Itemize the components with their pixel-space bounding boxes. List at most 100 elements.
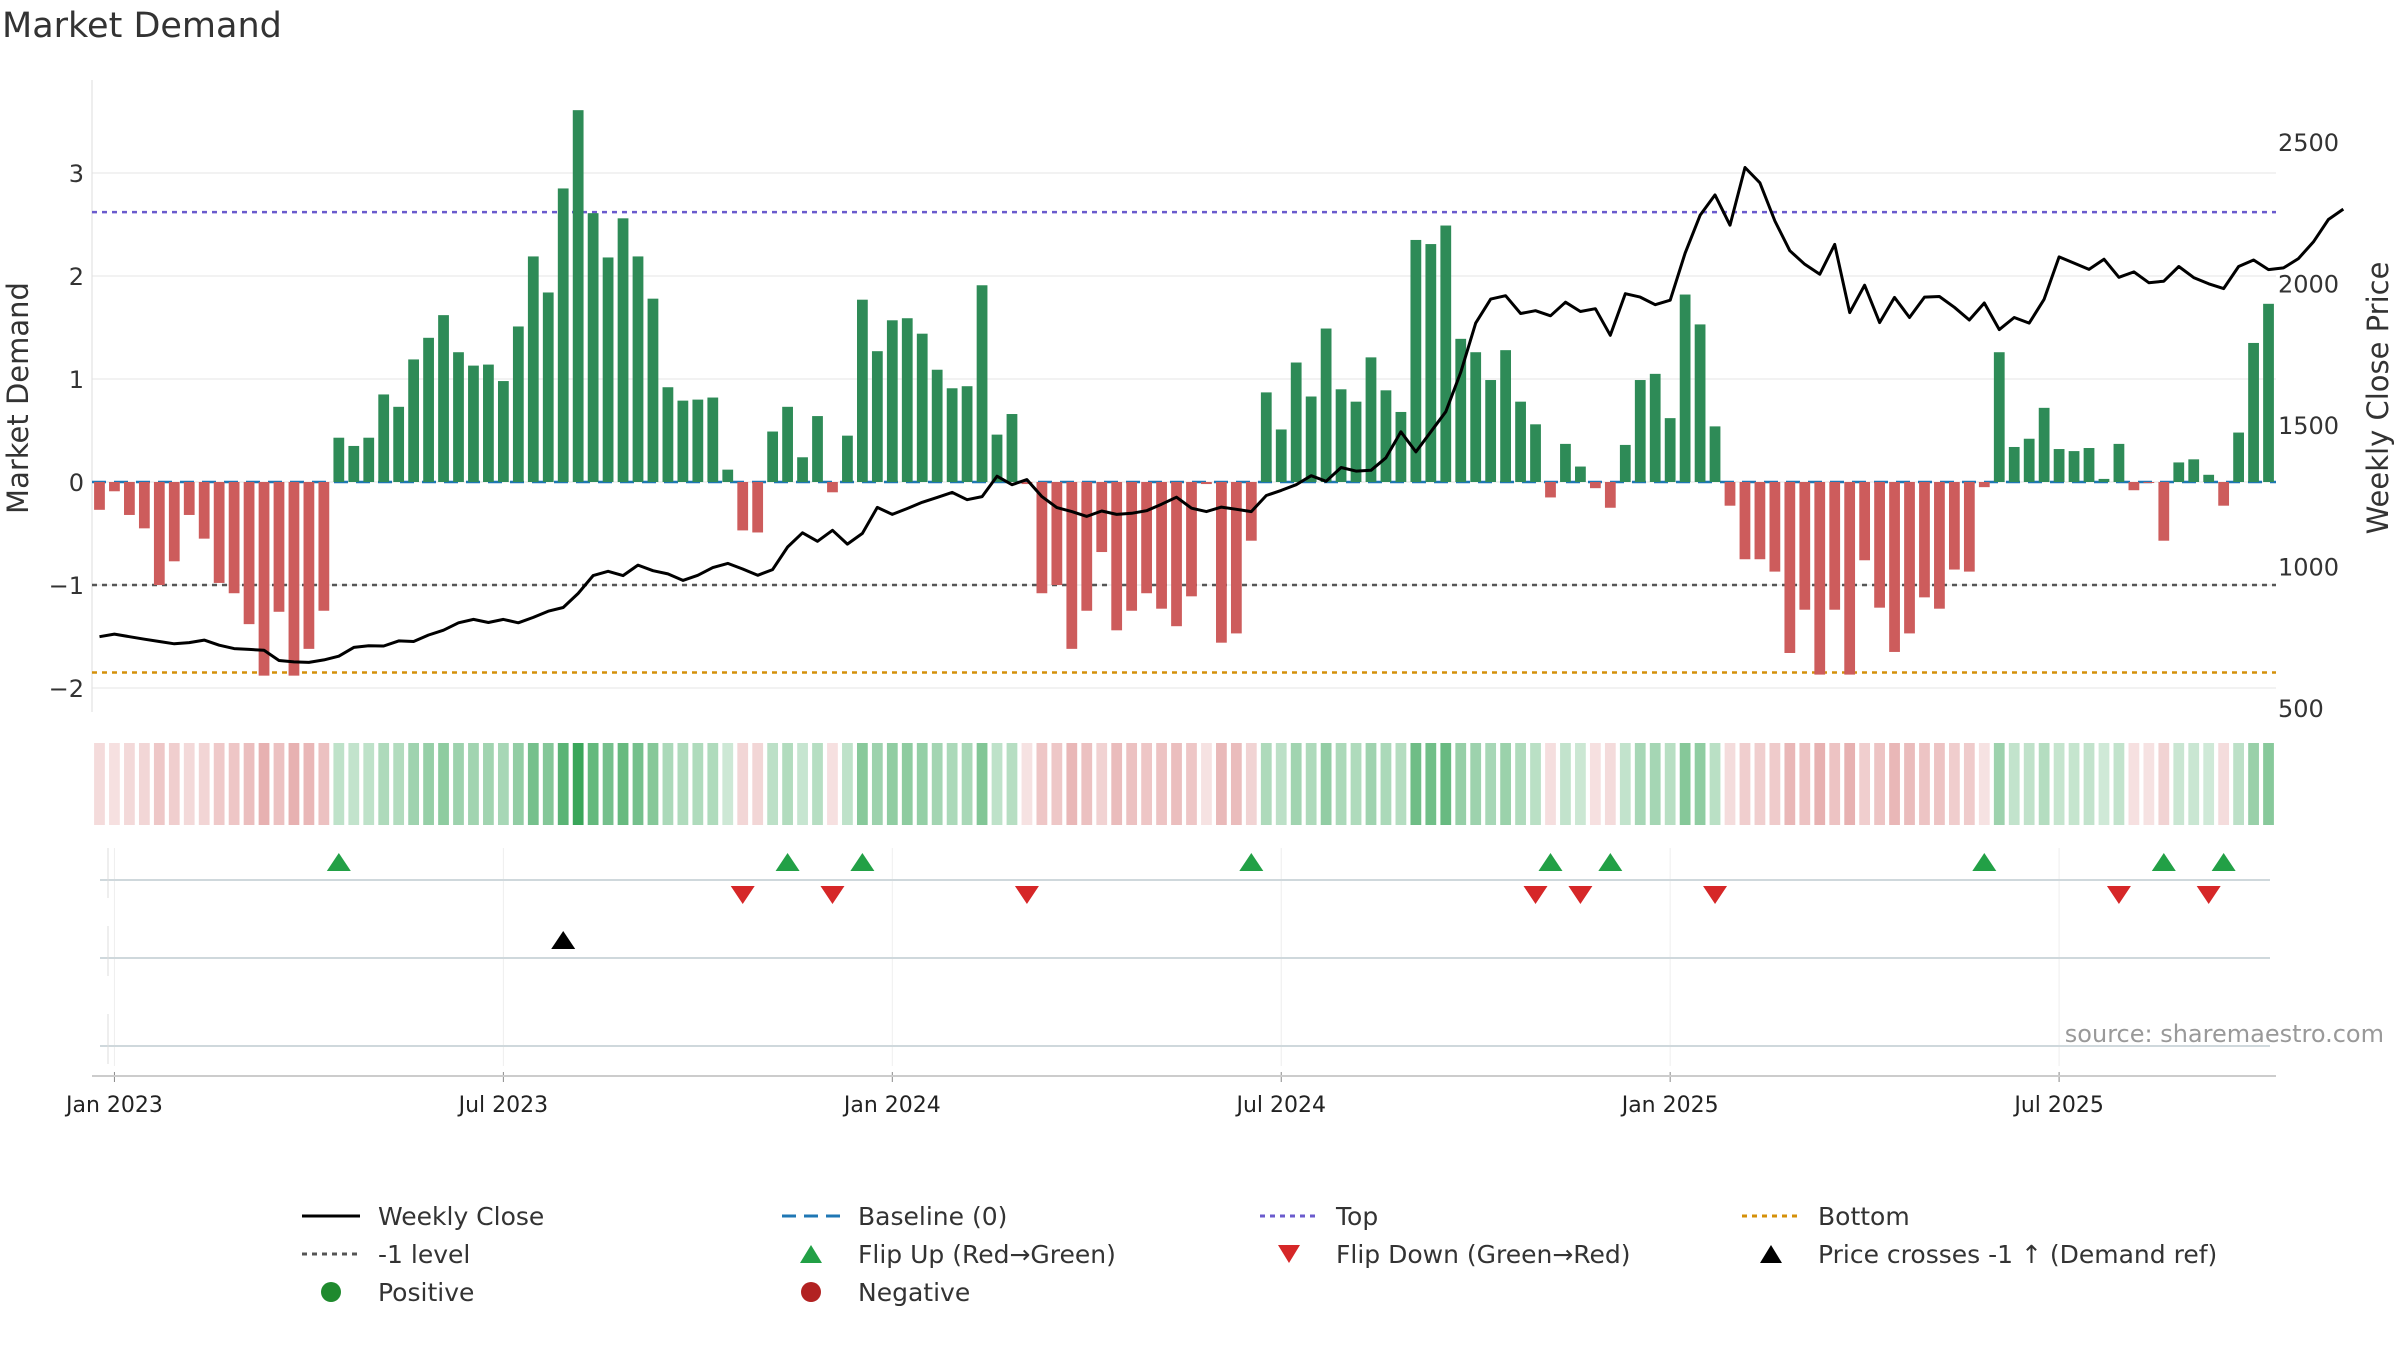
- heat-cell: [782, 743, 793, 825]
- demand-bar: [647, 298, 659, 482]
- demand-bar: [1589, 482, 1601, 489]
- heat-cell: [2248, 743, 2259, 825]
- demand-bar: [1305, 396, 1317, 482]
- demand-bar: [2053, 449, 2065, 482]
- heat-cell: [228, 743, 240, 825]
- legend-label: Positive: [378, 1277, 475, 1307]
- demand-bar: [946, 388, 958, 482]
- legend-item-flip-down: Flip Down (Green→Red): [1258, 1236, 1631, 1272]
- demand-bar: [423, 337, 434, 482]
- demand-bar: [2158, 482, 2170, 541]
- heat-cell: [1081, 743, 1093, 825]
- weekly-close-polyline: [99, 166, 2345, 664]
- demand-bar: [662, 387, 674, 482]
- heat-cell: [2098, 743, 2110, 825]
- heat-strip: [94, 743, 2274, 825]
- heat-cell: [153, 743, 165, 825]
- legend-item-negative: Negative: [780, 1274, 970, 1310]
- heat-cell: [1859, 743, 1871, 825]
- heat-cell: [1993, 743, 2005, 825]
- heat-cell: [318, 743, 330, 825]
- heat-cell: [542, 743, 554, 825]
- demand-bar: [557, 188, 569, 482]
- flip-up-marker: [326, 853, 351, 871]
- heat-cell: [1874, 743, 1885, 825]
- heat-cell: [1006, 743, 1018, 825]
- demand-bar: [2248, 342, 2259, 482]
- demand-bar: [2128, 482, 2140, 491]
- heat-cell: [886, 743, 898, 825]
- legend-label: Flip Up (Red→Green): [858, 1239, 1116, 1269]
- demand-bar: [1141, 482, 1152, 594]
- heat-cell: [856, 743, 868, 825]
- heat-cell: [453, 743, 464, 825]
- heat-cell: [2143, 743, 2155, 825]
- demand-bar: [378, 394, 390, 482]
- demand-bar: [243, 482, 255, 625]
- price-cross-legend-icon: [1760, 1245, 1782, 1263]
- heat-cell: [2083, 743, 2095, 825]
- heat-cell: [1290, 743, 1302, 825]
- y-tick-label-left: −1: [49, 572, 84, 600]
- legend-item-price-cross: Price crosses -1 ↑ (Demand ref): [1740, 1236, 2217, 1272]
- heat-cell: [677, 743, 689, 825]
- demand-bar: [2173, 462, 2185, 482]
- y-tick-label-right: 2000: [2278, 271, 2339, 299]
- demand-bar: [1230, 482, 1242, 634]
- demand-bar: [512, 326, 524, 482]
- heat-cell: [483, 743, 494, 825]
- heat-cell: [1036, 743, 1048, 825]
- demand-bar: [303, 482, 315, 649]
- demand-bar: [333, 437, 345, 482]
- demand-bar: [1515, 401, 1526, 482]
- heat-cell: [1619, 743, 1631, 825]
- demand-bar: [1380, 390, 1392, 482]
- y-tick-label-left: 1: [69, 366, 84, 394]
- heat-cell: [183, 743, 195, 825]
- heat-cell: [2053, 743, 2065, 825]
- heat-cell: [1395, 743, 1407, 825]
- heat-cell: [767, 743, 779, 825]
- heat-cell: [408, 743, 420, 825]
- demand-bar: [2083, 448, 2095, 482]
- heat-cell: [1245, 743, 1257, 825]
- legend-label: Negative: [858, 1277, 971, 1307]
- heat-cell: [961, 743, 973, 825]
- heat-cell: [1141, 743, 1152, 825]
- heat-cell: [438, 743, 449, 825]
- demand-bar: [288, 482, 300, 676]
- heat-cell: [124, 743, 135, 825]
- heat-cell: [1799, 743, 1811, 825]
- demand-bar: [1634, 380, 1646, 482]
- demand-bar: [1485, 380, 1497, 482]
- demand-bar: [1171, 482, 1182, 627]
- demand-bar: [348, 445, 360, 482]
- demand-bar: [572, 110, 584, 483]
- demand-bar: [1156, 482, 1167, 609]
- heat-cell: [1739, 743, 1751, 825]
- demand-bar: [797, 457, 808, 482]
- heat-cell: [1814, 743, 1826, 825]
- demand-bar: [2098, 478, 2110, 482]
- demand-bar: [1963, 482, 1975, 572]
- axis-labels: Market Demand Weekly Close Price source:…: [1, 262, 2395, 1048]
- heat-cell: [258, 743, 270, 825]
- demand-bar: [109, 482, 120, 492]
- demand-bar: [916, 333, 928, 482]
- heat-cell: [2113, 743, 2125, 825]
- heat-cell: [2263, 743, 2274, 825]
- chart-title: Market Demand: [2, 6, 282, 46]
- heat-cell: [2023, 743, 2035, 825]
- demand-bar: [1066, 482, 1078, 649]
- demand-bar: [976, 285, 988, 482]
- demand-bar: [483, 364, 494, 482]
- heat-cell: [273, 743, 285, 825]
- demand-bar: [617, 218, 629, 482]
- heat-cell: [1889, 743, 1900, 825]
- heat-cell: [94, 743, 105, 825]
- demand-bar: [1081, 482, 1093, 611]
- demand-bar: [602, 257, 614, 482]
- demand-bar: [1934, 482, 1945, 609]
- demand-bar: [1021, 482, 1033, 485]
- heat-cell: [1111, 743, 1123, 825]
